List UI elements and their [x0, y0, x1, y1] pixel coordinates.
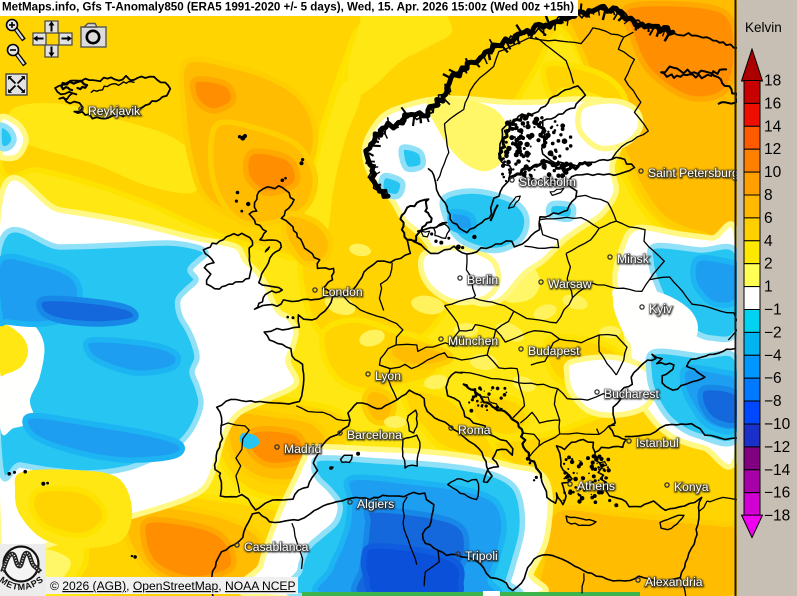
svg-text:−10: −10: [764, 416, 791, 433]
svg-text:−18: −18: [764, 508, 790, 525]
svg-text:Stockholm: Stockholm: [519, 175, 576, 189]
svg-text:Casablanca: Casablanca: [244, 540, 309, 554]
svg-text:−6: −6: [764, 370, 782, 387]
svg-text:Berlin: Berlin: [467, 273, 498, 287]
svg-text:Lyon: Lyon: [375, 369, 401, 383]
svg-text:Athens: Athens: [577, 480, 615, 494]
svg-text:4: 4: [764, 233, 773, 250]
svg-text:Budapest: Budapest: [528, 344, 580, 358]
svg-text:Warsaw: Warsaw: [548, 277, 592, 291]
svg-text:16: 16: [764, 95, 781, 112]
svg-text:Konya: Konya: [674, 481, 709, 495]
svg-text:London: London: [322, 286, 363, 300]
svg-text:Algiers: Algiers: [357, 498, 394, 512]
svg-text:Minsk: Minsk: [617, 252, 650, 266]
svg-text:Lyon: Lyon: [375, 370, 401, 384]
svg-text:MetMaps.info, Gfs T-Anomaly850: MetMaps.info, Gfs T-Anomaly850 (ERA5 199…: [2, 1, 574, 14]
svg-text:Barcelona: Barcelona: [347, 428, 402, 442]
svg-text:Stockholm: Stockholm: [519, 176, 576, 190]
svg-text:8: 8: [764, 187, 773, 204]
svg-text:Istanbul: Istanbul: [636, 437, 679, 451]
svg-text:© 2026 (AGB), OpenStreetMap, N: © 2026 (AGB), OpenStreetMap, NOAA NCEP: [50, 579, 296, 593]
svg-text:−12: −12: [764, 439, 790, 456]
svg-text:Warsaw: Warsaw: [548, 278, 592, 292]
svg-text:Bucharest: Bucharest: [604, 388, 659, 402]
svg-text:Reykjavik: Reykjavik: [88, 104, 141, 118]
svg-text:Madrid: Madrid: [284, 443, 321, 457]
svg-text:Tripoli: Tripoli: [465, 550, 498, 564]
svg-text:Alexandria: Alexandria: [645, 576, 703, 590]
svg-text:14: 14: [764, 118, 782, 135]
svg-text:12: 12: [764, 141, 781, 158]
svg-text:Kelvin: Kelvin: [745, 20, 782, 35]
svg-text:Reykjavik: Reykjavik: [88, 105, 141, 119]
svg-text:−2: −2: [764, 324, 782, 341]
svg-text:Budapest: Budapest: [528, 345, 580, 359]
svg-text:Saint Petersburg: Saint Petersburg: [648, 166, 739, 180]
svg-text:10: 10: [764, 164, 782, 181]
svg-text:Kyiv: Kyiv: [649, 303, 673, 317]
svg-text:18: 18: [764, 73, 781, 90]
svg-text:Bucharest: Bucharest: [604, 387, 659, 401]
svg-text:−14: −14: [764, 462, 791, 479]
svg-text:Algiers: Algiers: [357, 497, 394, 511]
svg-text:Madrid: Madrid: [284, 442, 321, 456]
svg-text:Casablanca: Casablanca: [244, 541, 309, 555]
svg-text:2: 2: [764, 256, 773, 273]
svg-text:6: 6: [764, 210, 773, 227]
svg-text:1: 1: [764, 279, 773, 296]
svg-text:−8: −8: [764, 393, 782, 410]
svg-text:München: München: [448, 334, 498, 348]
svg-text:London: London: [322, 285, 363, 299]
svg-text:Tripoli: Tripoli: [465, 549, 498, 563]
svg-text:Barcelona: Barcelona: [347, 429, 402, 443]
svg-text:Roma: Roma: [458, 424, 491, 438]
svg-text:Istanbul: Istanbul: [636, 436, 679, 450]
svg-text:München: München: [448, 335, 498, 349]
svg-text:Berlin: Berlin: [467, 274, 498, 288]
svg-text:−16: −16: [764, 485, 790, 502]
svg-text:Konya: Konya: [674, 480, 709, 494]
svg-text:Minsk: Minsk: [617, 253, 650, 267]
svg-text:−4: −4: [764, 347, 782, 364]
svg-text:Roma: Roma: [458, 423, 491, 437]
svg-text:Alexandria: Alexandria: [645, 575, 703, 589]
svg-text:Saint Petersburg: Saint Petersburg: [648, 167, 739, 181]
svg-text:Kyiv: Kyiv: [649, 302, 673, 316]
svg-text:−1: −1: [764, 302, 782, 319]
svg-text:Athens: Athens: [577, 479, 615, 493]
